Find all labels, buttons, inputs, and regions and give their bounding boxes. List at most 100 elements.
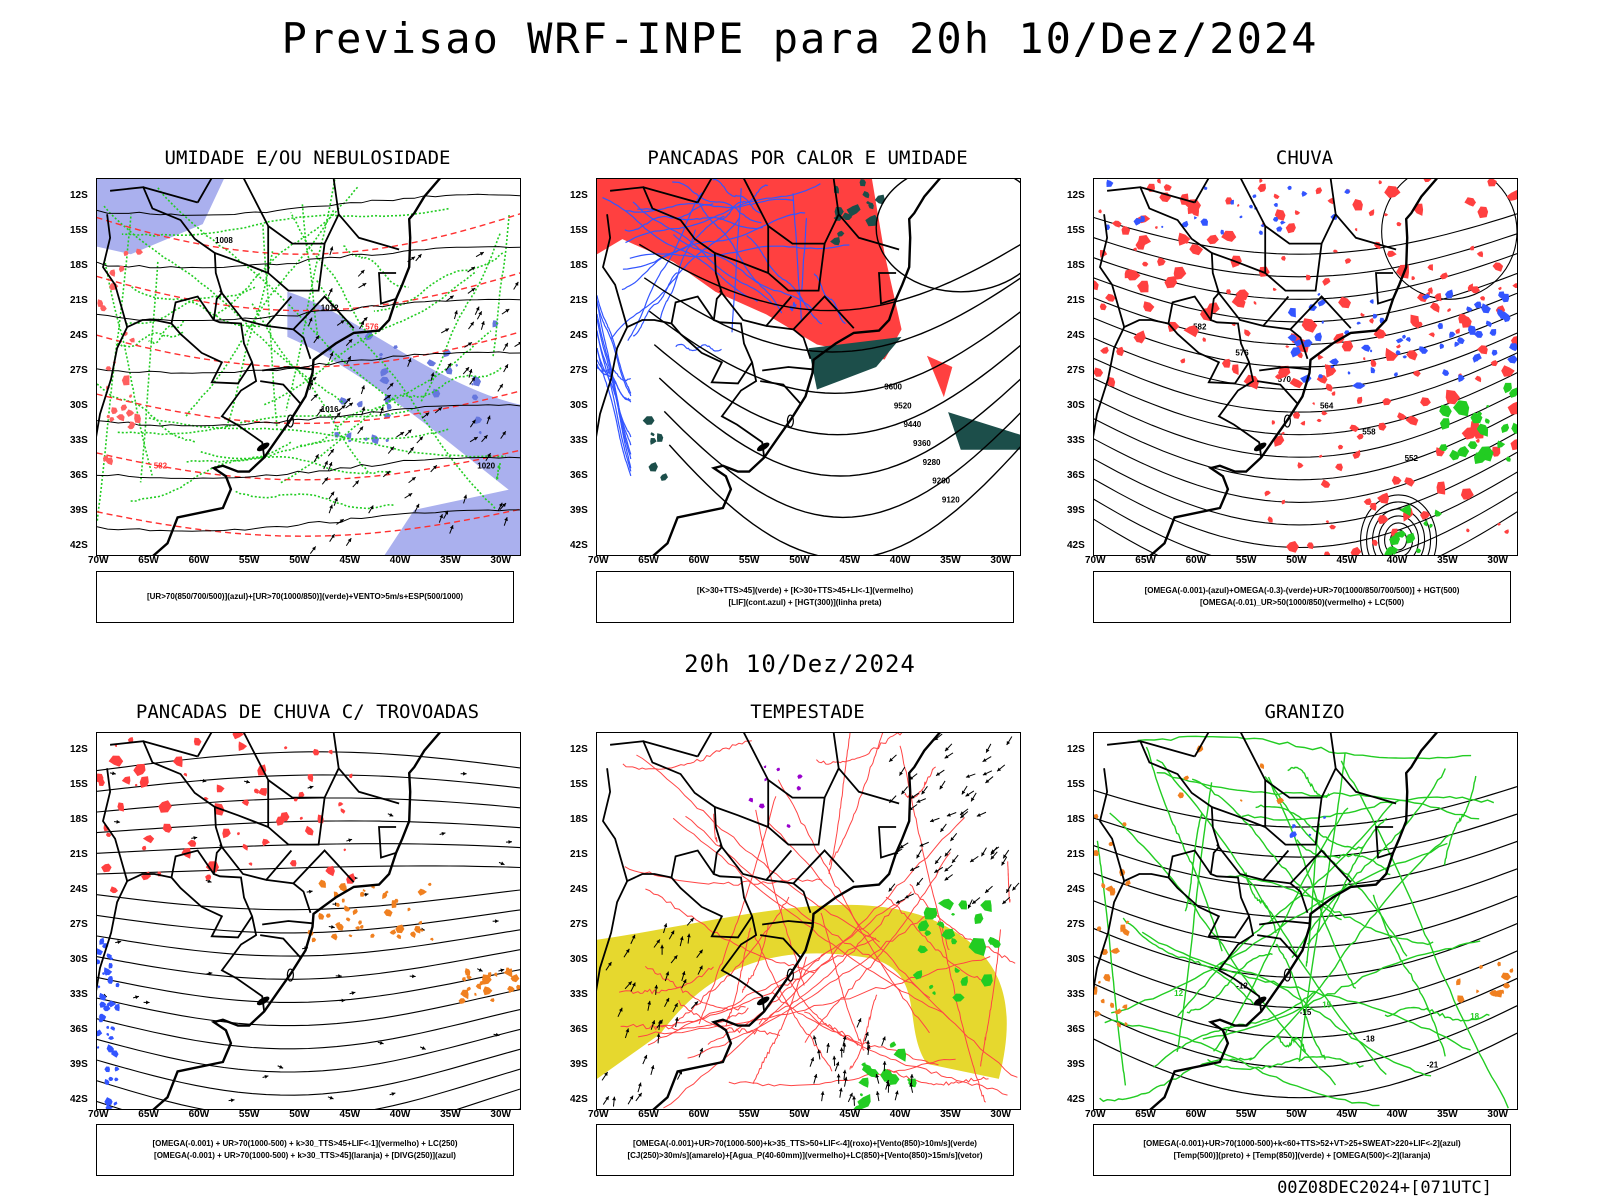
temperature-850-contour [1099, 1057, 1253, 1103]
thunderstorm-area-red [241, 799, 249, 807]
streamline-arrow [277, 1065, 284, 1069]
thunderstorm-area-orange [318, 912, 325, 920]
rain-area-red [1384, 213, 1389, 217]
rain-area-green [1453, 400, 1470, 417]
wind-vector [361, 406, 366, 416]
wind-vector [408, 476, 416, 484]
temperature-850-contour [1224, 874, 1434, 946]
wind-vector [309, 546, 317, 554]
rain-area-blue [1361, 344, 1371, 352]
rain-area-red [1189, 244, 1204, 256]
rain-area-blue [1230, 199, 1234, 205]
wind-vector [812, 1035, 817, 1046]
rain-area-red [1405, 415, 1419, 426]
wind-vector [308, 317, 313, 327]
thunderstorm-area-orange [460, 989, 469, 1000]
wind-vector [421, 412, 430, 419]
rain-area-blue [1272, 216, 1279, 222]
rain-area-red [1490, 360, 1498, 367]
thunderstorm-area-orange [362, 889, 366, 893]
wind-vector [313, 335, 320, 344]
thickness-contour-red [97, 390, 520, 425]
longitude-tick-label: 50W [789, 1109, 810, 1120]
temperature-850-contour [1296, 839, 1391, 876]
contour-label: -12 [1236, 982, 1248, 991]
contour-label: 12 [1174, 989, 1183, 998]
rain-area-red [1173, 266, 1187, 280]
wind-vector [486, 415, 491, 425]
streamline-arrow [477, 968, 483, 972]
streamline [97, 1028, 520, 1073]
storm-area-purple [758, 803, 765, 809]
rain-area-red [1316, 418, 1322, 423]
thunderstorm-area-red [117, 802, 124, 812]
map-frame [596, 732, 1021, 1110]
precipitable-water-contour [980, 929, 1001, 1067]
precipitable-water-contour [828, 733, 851, 875]
wind-vector [612, 1096, 617, 1107]
wind-vector [919, 841, 929, 847]
wind-vector [368, 505, 374, 514]
longitude-tick-label: 65W [1135, 555, 1156, 566]
wind-vector [982, 770, 993, 776]
latitude-tick-label: 15S [570, 225, 588, 236]
panel-title: TEMPESTADE [750, 701, 865, 723]
rain-area-red [1273, 193, 1280, 199]
rain-area-blue [1347, 371, 1351, 375]
temperature-850-contour [1384, 1006, 1490, 1022]
latitude-tick-label: 12S [70, 190, 88, 201]
rain-area-blue [1395, 350, 1401, 355]
geopotential-contour [1094, 511, 1517, 555]
wind-vector [866, 1044, 871, 1055]
rain-area-blue [1287, 334, 1297, 342]
longitude-tick-label: 40W [1386, 555, 1408, 566]
wind-vector [637, 1082, 642, 1093]
rain-area-red [1253, 301, 1257, 305]
thunderstorm-area-red [238, 741, 248, 751]
longitude-tick-label: 55W [1235, 555, 1257, 566]
contour-label: -18 [1363, 1034, 1375, 1043]
contour-label: 9360 [913, 439, 931, 448]
rain-area-blue [1140, 215, 1145, 223]
wind-850-area-green [889, 1041, 897, 1048]
contour-label: 552 [1405, 454, 1419, 463]
longitude-tick-label: 65W [1135, 1109, 1156, 1120]
thunderstorm-area-red [108, 755, 124, 767]
wind-vector [698, 1047, 704, 1058]
streamline-arrow [460, 771, 467, 776]
wind-vector [642, 1054, 648, 1065]
rain-area-red [1397, 412, 1407, 420]
legend-line: [UR>70(850/700/500)](azul)+[UR>70(1000/8… [146, 592, 464, 601]
wind-vector [514, 341, 520, 347]
contour-label: 1008 [215, 236, 233, 245]
rain-area-green [1497, 440, 1506, 449]
omega-area-orange [1105, 885, 1115, 893]
thunderstorm-area-orange [343, 905, 351, 912]
temperature-500-contour [1094, 786, 1517, 828]
latitude-tick-label: 33S [1067, 435, 1085, 446]
panel-title: GRANIZO [1264, 701, 1345, 723]
wind-vector [650, 1065, 655, 1076]
convection-area-green [859, 179, 866, 187]
wind-vector [617, 1007, 623, 1017]
height-contour-black [653, 344, 1020, 436]
rain-area-red [1425, 179, 1428, 182]
geopotential-contour [1094, 332, 1517, 391]
rain-area-red [1183, 325, 1199, 338]
rain-area-red [1467, 283, 1473, 292]
contour-label: 9120 [942, 495, 960, 504]
humidity-contour-green [290, 212, 372, 337]
wind-vector [624, 981, 633, 990]
precipitable-water-contour [804, 852, 951, 1043]
longitude-tick-label: 70W [88, 555, 109, 566]
latitude-tick-label: 24S [570, 884, 588, 895]
wind-850-area-green [936, 921, 945, 929]
wind-vector [338, 404, 346, 412]
longitude-tick-label: 65W [638, 555, 659, 566]
rain-area-red [1369, 502, 1377, 511]
temperature-850-contour [1096, 840, 1127, 1086]
latitude-tick-label: 27S [70, 919, 88, 930]
wind-vector [842, 1035, 847, 1046]
wind-vector [843, 1076, 848, 1087]
geopotential-contour [1378, 515, 1420, 555]
